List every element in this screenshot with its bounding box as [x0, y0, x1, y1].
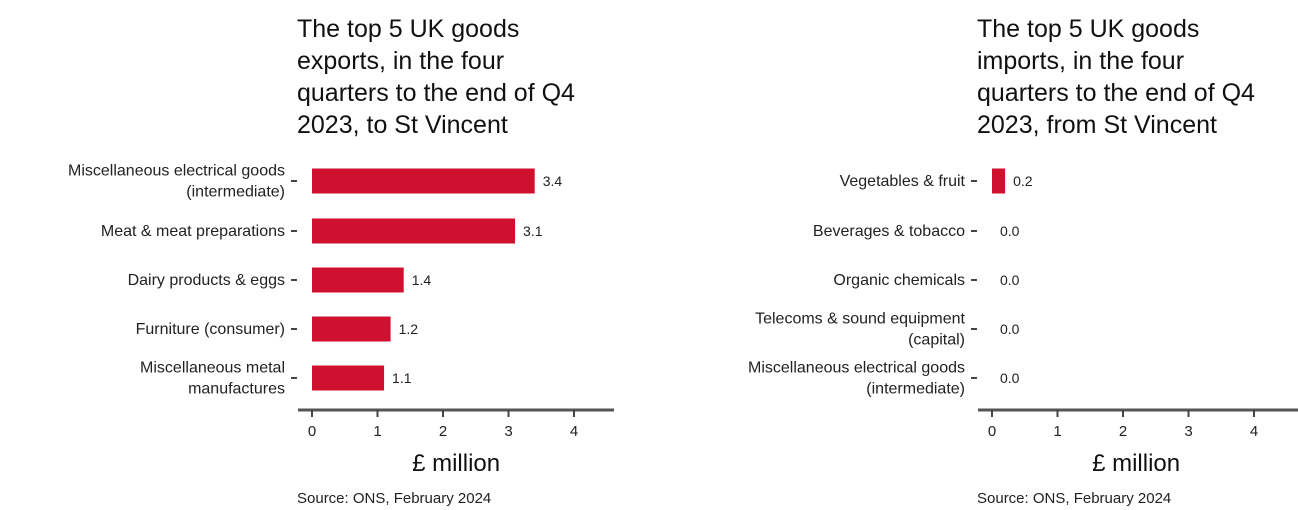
exports-x-tick-label: 3	[504, 423, 512, 440]
exports-bar	[312, 168, 535, 194]
imports-x-tick-label: 3	[1184, 423, 1192, 440]
exports-title-line: 2023, to St Vincent	[297, 111, 508, 139]
imports-category-label-line: Miscellaneous electrical goods	[748, 360, 965, 377]
imports-bar	[992, 168, 1006, 194]
imports-value-label: 0.2	[1013, 173, 1033, 189]
exports-x-tick-label: 2	[439, 423, 447, 440]
exports-x-tick-label: 1	[373, 423, 381, 440]
imports-category-label-line: (intermediate)	[866, 381, 965, 398]
imports-value-label: 0.0	[1000, 370, 1020, 386]
exports-x-tick-label: 4	[570, 423, 578, 440]
imports-category-label-line: Organic chemicals	[833, 272, 965, 289]
exports-category-label-line: Meat & meat preparations	[101, 223, 285, 240]
exports-category-label-line: Furniture (consumer)	[136, 321, 285, 338]
imports-title-line: imports, in the four	[977, 47, 1184, 75]
imports-title-line: The top 5 UK goods	[977, 15, 1199, 43]
imports-category-label: Beverages & tobacco	[813, 223, 965, 240]
imports-category-label-line: Beverages & tobacco	[813, 223, 965, 240]
exports-bar	[312, 365, 385, 391]
exports-x-tick-label: 0	[308, 423, 316, 440]
exports-x-axis-label: £ million	[412, 450, 500, 477]
exports-category-label: Dairy products & eggs	[128, 272, 285, 289]
exports-category-label-line: Miscellaneous metal	[140, 360, 285, 377]
exports-chart: The top 5 UK goods exports, in the four qu…	[68, 15, 614, 507]
exports-title-line: The top 5 UK goods	[297, 15, 519, 43]
exports-value-label: 3.4	[543, 173, 563, 189]
exports-category-label: Meat & meat preparations	[101, 223, 285, 240]
imports-value-label: 0.0	[1000, 321, 1020, 337]
imports-x-tick-label: 2	[1119, 423, 1127, 440]
imports-x-tick-label: 1	[1053, 423, 1061, 440]
imports-category-label-line: (capital)	[908, 332, 965, 349]
imports-x-axis-label: £ million	[1092, 450, 1180, 477]
exports-value-label: 3.1	[523, 223, 543, 239]
exports-category-label: Miscellaneous metal manufactures	[140, 360, 285, 398]
exports-source-note: Source: ONS, February 2024	[297, 490, 491, 507]
imports-category-label: Vegetables & fruit	[840, 173, 966, 190]
exports-category-label: Furniture (consumer)	[136, 321, 285, 338]
imports-category-label: Miscellaneous electrical goods (intermedi…	[748, 360, 965, 398]
exports-category-label: Miscellaneous electrical goods (intermedi…	[68, 163, 285, 201]
imports-value-label: 0.0	[1000, 223, 1020, 239]
imports-category-label-line: Telecoms & sound equipment	[755, 311, 965, 328]
exports-bar	[312, 218, 516, 244]
imports-title-line: 2023, from St Vincent	[977, 111, 1217, 139]
exports-category-label-line: Dairy products & eggs	[128, 272, 285, 289]
imports-value-label: 0.0	[1000, 272, 1020, 288]
imports-source-note: Source: ONS, February 2024	[977, 490, 1171, 507]
exports-category-label-line: Miscellaneous electrical goods	[68, 163, 285, 180]
imports-category-label: Telecoms & sound equipment (capital)	[755, 311, 965, 349]
imports-chart-title: The top 5 UK goods imports, in the four qu…	[977, 15, 1255, 139]
exports-value-label: 1.1	[392, 370, 412, 386]
imports-title-line: quarters to the end of Q4	[977, 79, 1255, 107]
imports-category-label: Organic chemicals	[833, 272, 965, 289]
exports-title-line: quarters to the end of Q4	[297, 79, 575, 107]
exports-value-label: 1.4	[412, 272, 432, 288]
imports-x-tick-label: 0	[988, 423, 996, 440]
exports-chart-title: The top 5 UK goods exports, in the four qu…	[297, 15, 575, 139]
imports-category-label-line: Vegetables & fruit	[840, 173, 966, 190]
imports-x-tick-label: 4	[1250, 423, 1258, 440]
exports-title-line: exports, in the four	[297, 47, 504, 75]
exports-category-label-line: manufactures	[188, 381, 285, 398]
exports-bar	[312, 316, 391, 342]
imports-chart: The top 5 UK goods imports, in the four qu…	[748, 15, 1298, 507]
exports-value-label: 1.2	[399, 321, 419, 337]
exports-bar	[312, 267, 404, 293]
exports-category-label-line: (intermediate)	[186, 184, 285, 201]
